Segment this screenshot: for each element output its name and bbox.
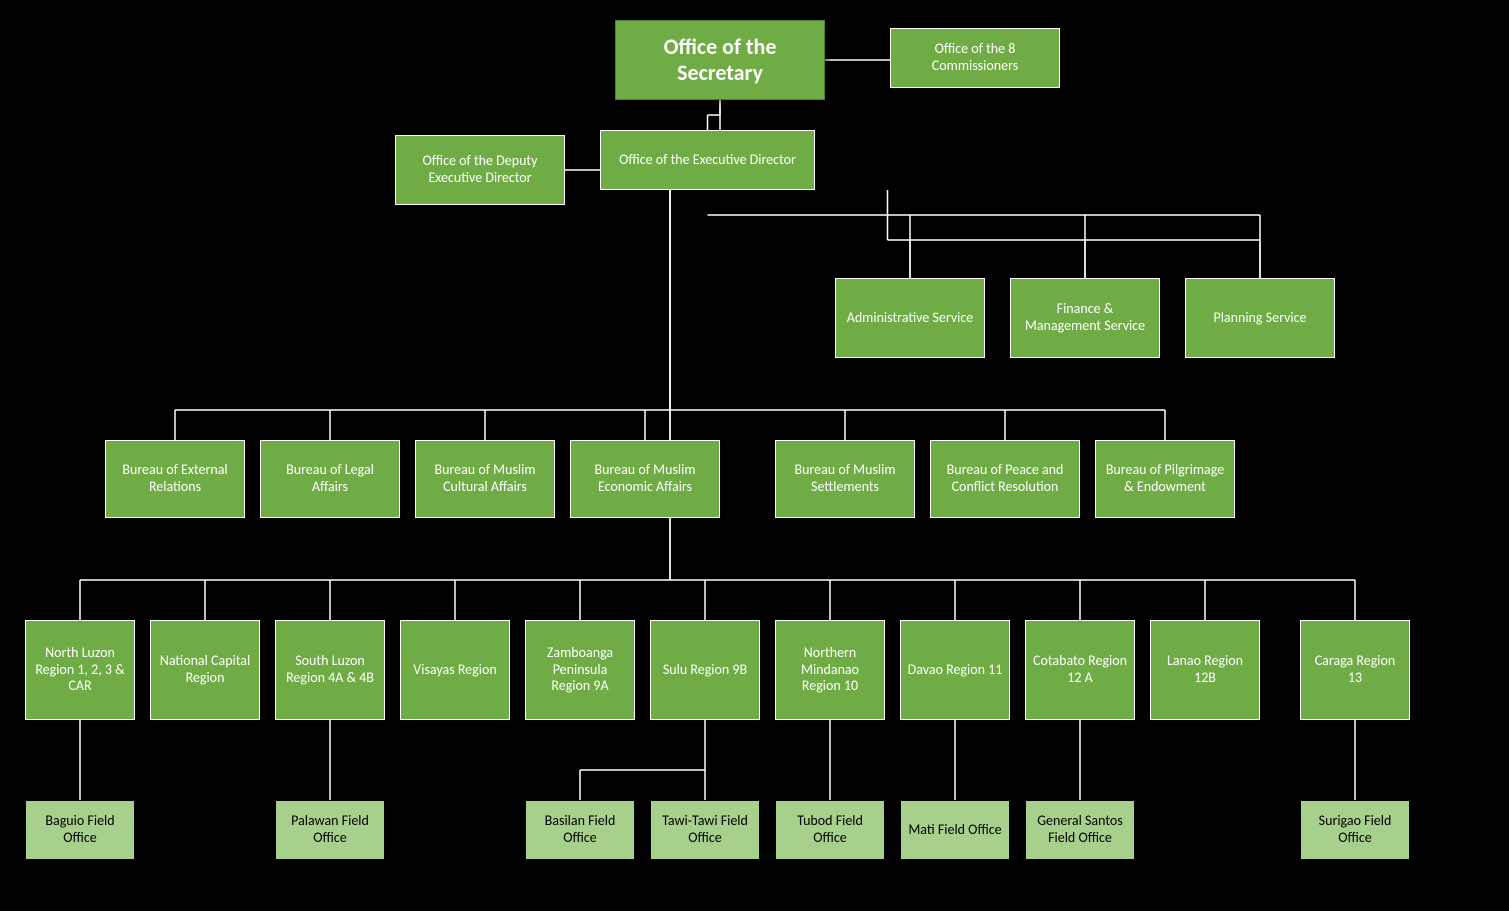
- node-f6: Mati Field Office: [900, 800, 1010, 860]
- node-exec_dir: Office of the Executive Director: [600, 130, 815, 190]
- node-r11: Caraga Region 13: [1300, 620, 1410, 720]
- node-r1: North Luzon Region 1, 2, 3 & CAR: [25, 620, 135, 720]
- node-r7: Northern Mindanao Region 10: [775, 620, 885, 720]
- node-b5: Bureau of Muslim Settlements: [775, 440, 915, 518]
- node-f8: Surigao Field Office: [1300, 800, 1410, 860]
- node-r2: National Capital Region: [150, 620, 260, 720]
- node-commissioners: Office of the 8 Commissioners: [890, 28, 1060, 88]
- node-b1: Bureau of External Relations: [105, 440, 245, 518]
- node-b6: Bureau of Peace and Conflict Resolution: [930, 440, 1080, 518]
- node-finance: Finance & Management Service: [1010, 278, 1160, 358]
- node-b7: Bureau of Pilgrimage & Endowment: [1095, 440, 1235, 518]
- node-b3: Bureau of Muslim Cultural Affairs: [415, 440, 555, 518]
- node-b4: Bureau of Muslim Economic Affairs: [570, 440, 720, 518]
- node-r10: Lanao Region 12B: [1150, 620, 1260, 720]
- node-r4: Visayas Region: [400, 620, 510, 720]
- node-b2: Bureau of Legal Affairs: [260, 440, 400, 518]
- node-root: Office of the Secretary: [615, 20, 825, 100]
- node-f3: Basilan Field Office: [525, 800, 635, 860]
- node-r6: Sulu Region 9B: [650, 620, 760, 720]
- node-admin: Administrative Service: [835, 278, 985, 358]
- node-planning: Planning Service: [1185, 278, 1335, 358]
- node-r8: Davao Region 11: [900, 620, 1010, 720]
- node-r3: South Luzon Region 4A & 4B: [275, 620, 385, 720]
- node-f7: General Santos Field Office: [1025, 800, 1135, 860]
- node-f2: Palawan Field Office: [275, 800, 385, 860]
- node-r9: Cotabato Region 12 A: [1025, 620, 1135, 720]
- node-f1: Baguio Field Office: [25, 800, 135, 860]
- node-f5: Tubod Field Office: [775, 800, 885, 860]
- node-f4: Tawi-Tawi Field Office: [650, 800, 760, 860]
- node-dep_exec: Office of the Deputy Executive Director: [395, 135, 565, 205]
- node-r5: Zamboanga Peninsula Region 9A: [525, 620, 635, 720]
